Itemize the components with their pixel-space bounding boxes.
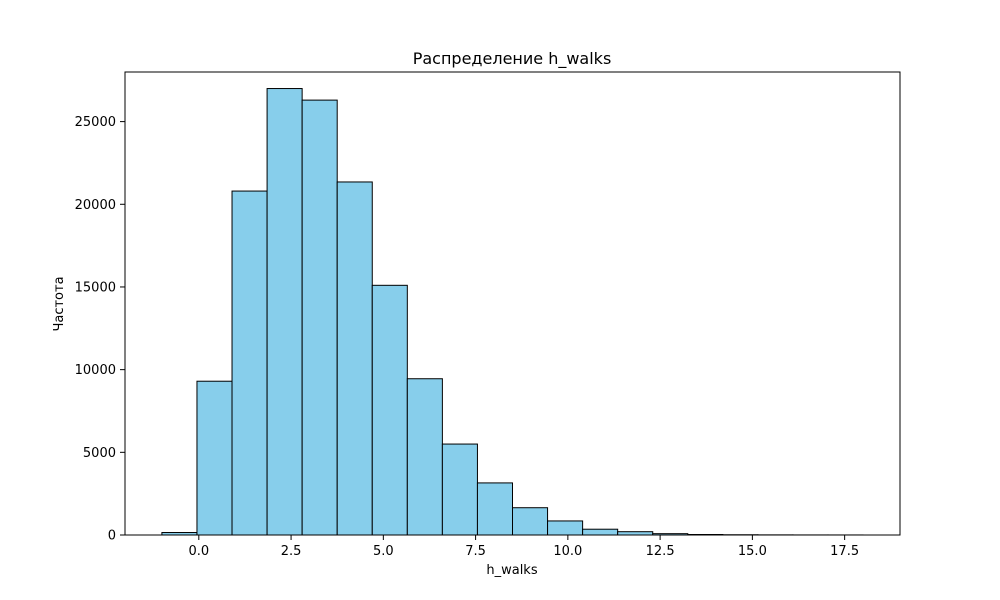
histogram-bar <box>512 507 549 536</box>
histogram-bar <box>547 520 584 536</box>
x-tick-label: 5.0 <box>373 544 394 559</box>
x-tick-label: 10.0 <box>553 544 582 559</box>
histogram-bar <box>266 88 303 536</box>
x-tick-label: 7.5 <box>465 544 486 559</box>
y-tick-label: 15000 <box>75 280 116 295</box>
histogram-bar <box>231 190 268 536</box>
histogram-bar <box>441 443 478 536</box>
x-tick-label: 2.5 <box>281 544 302 559</box>
histogram-bar <box>582 528 619 536</box>
histogram-bar <box>371 284 408 536</box>
histogram-bar <box>301 99 338 536</box>
histogram-bar <box>476 482 514 536</box>
bars-group <box>161 88 864 536</box>
x-ticks-group: 0.0 2.5 5.0 7.5 10.0 12.5 15.0 17.5 <box>188 535 859 559</box>
x-tick-label: 17.5 <box>830 544 859 559</box>
y-tick-label: 5000 <box>83 446 116 461</box>
histogram-bar <box>336 181 373 536</box>
y-tick-label: 20000 <box>75 198 116 213</box>
x-tick-label: 0.0 <box>188 544 209 559</box>
plot-frame <box>124 71 901 536</box>
x-axis-label: h_walks <box>486 563 537 578</box>
y-ticks-group: 0 5000 10000 15000 20000 25000 <box>75 115 125 544</box>
y-tick-label: 10000 <box>75 363 116 378</box>
y-tick-label: 25000 <box>75 115 116 130</box>
y-axis-label: Частота <box>52 276 67 331</box>
x-tick-label: 15.0 <box>738 544 767 559</box>
histogram-bar <box>406 378 443 536</box>
y-tick-label: 0 <box>108 529 116 544</box>
x-tick-label: 12.5 <box>646 544 675 559</box>
histogram-bar <box>196 380 233 536</box>
chart-title: Распределение h_walks <box>413 49 612 69</box>
